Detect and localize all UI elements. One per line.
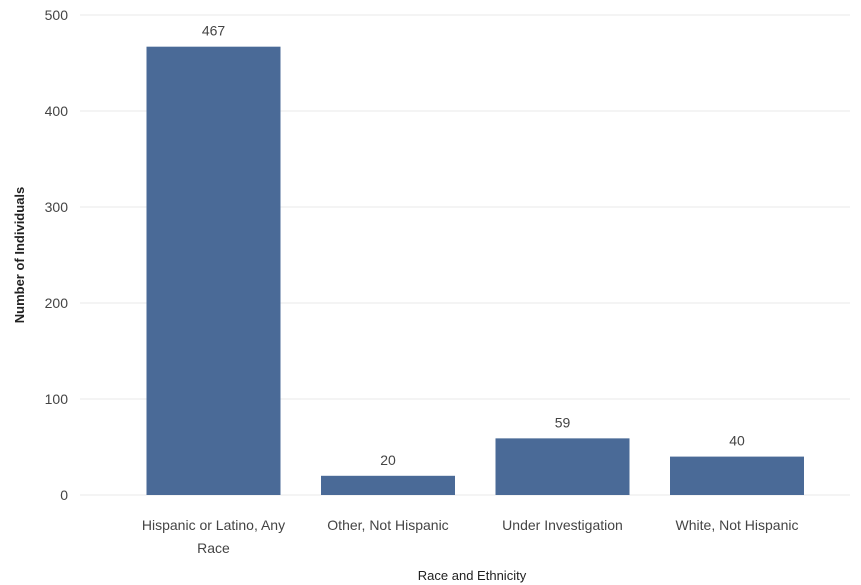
y-tick-label: 500 bbox=[45, 7, 69, 23]
data-label: 20 bbox=[380, 452, 396, 468]
x-tick-label: Under Investigation bbox=[502, 517, 623, 533]
x-tick-label-line: Hispanic or Latino, Any bbox=[142, 517, 285, 533]
x-tick-label-line: White, Not Hispanic bbox=[676, 517, 799, 533]
y-tick-labels: 0 100 200 300 400 500 bbox=[45, 7, 69, 503]
data-label: 40 bbox=[729, 433, 745, 449]
x-tick-labels: Hispanic or Latino, Any Race Other, Not Hi… bbox=[142, 517, 799, 556]
bar-2 bbox=[321, 475, 455, 495]
x-tick-label: Hispanic or Latino, Any Race bbox=[142, 517, 285, 556]
x-tick-label: White, Not Hispanic bbox=[676, 517, 799, 533]
x-axis-title: Race and Ethnicity bbox=[418, 568, 527, 583]
y-tick-label: 400 bbox=[45, 103, 69, 119]
bars bbox=[146, 46, 804, 496]
y-tick-label: 0 bbox=[60, 487, 68, 503]
data-labels: 467 20 59 40 bbox=[202, 23, 745, 468]
data-label: 59 bbox=[555, 414, 571, 430]
bar-4 bbox=[670, 456, 804, 495]
x-tick-label: Other, Not Hispanic bbox=[327, 517, 448, 533]
bar-1 bbox=[146, 46, 281, 496]
x-tick-label-line: Other, Not Hispanic bbox=[327, 517, 448, 533]
y-axis-title: Number of Individuals bbox=[12, 187, 27, 324]
x-tick-label-line: Race bbox=[197, 540, 230, 556]
x-tick-label-line: Under Investigation bbox=[502, 517, 623, 533]
y-tick-label: 300 bbox=[45, 199, 69, 215]
y-tick-label: 100 bbox=[45, 391, 69, 407]
data-label: 467 bbox=[202, 23, 226, 39]
y-tick-label: 200 bbox=[45, 295, 69, 311]
bar-3 bbox=[495, 438, 630, 495]
